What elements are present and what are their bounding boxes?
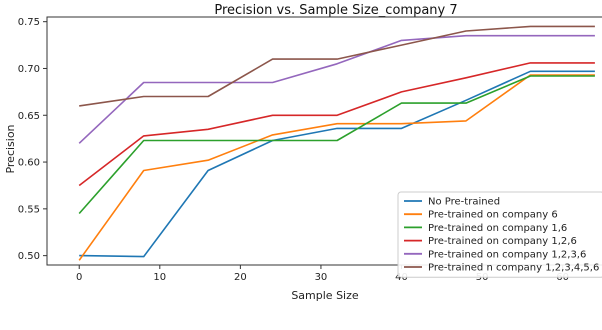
legend-entry: Pre-trained on company 6 xyxy=(428,210,558,221)
legend-entry: Pre-trained on company 1,2,6 xyxy=(428,236,577,247)
legend-box xyxy=(397,191,602,278)
x-tick-label: 20 xyxy=(234,272,247,283)
series-line-2 xyxy=(78,74,595,261)
x-axis-label: Sample Size xyxy=(291,289,359,302)
legend-entry: Pre-trained on company 1,2,3,6 xyxy=(428,249,586,260)
series-line-4 xyxy=(78,62,595,187)
y-axis: 0.50 0.55 0.60 0.65 0.70 0.75 xyxy=(18,17,47,262)
series-line-5 xyxy=(78,34,595,144)
x-tick-label: 0 xyxy=(76,272,82,283)
chart-title: Precision vs. Sample Size_company 7 xyxy=(214,3,457,18)
y-tick-label: 0.50 xyxy=(18,251,40,262)
series-lines xyxy=(78,25,595,261)
legend-entry: No Pre-trained xyxy=(428,197,500,208)
series-line-1 xyxy=(79,70,595,258)
plot-area xyxy=(46,16,602,266)
y-axis-label: Precision xyxy=(4,124,17,173)
series-line-6 xyxy=(79,25,595,107)
y-tick-label: 0.75 xyxy=(18,17,40,28)
y-tick-label: 0.65 xyxy=(18,111,40,122)
series-line-3 xyxy=(78,75,595,215)
legend-entry: Pre-trained on company 1,6 xyxy=(428,223,567,234)
legend-entry: Pre-trained n company 1,2,3,4,5,6 xyxy=(428,263,599,274)
y-tick-label: 0.55 xyxy=(18,204,40,215)
legend: No Pre-trained Pre-trained on company 6 Pr… xyxy=(397,191,602,278)
y-tick-label: 0.60 xyxy=(18,158,40,169)
y-tick-label: 0.70 xyxy=(18,64,40,75)
x-tick-label: 10 xyxy=(153,272,166,283)
x-tick-label: 30 xyxy=(315,272,328,283)
